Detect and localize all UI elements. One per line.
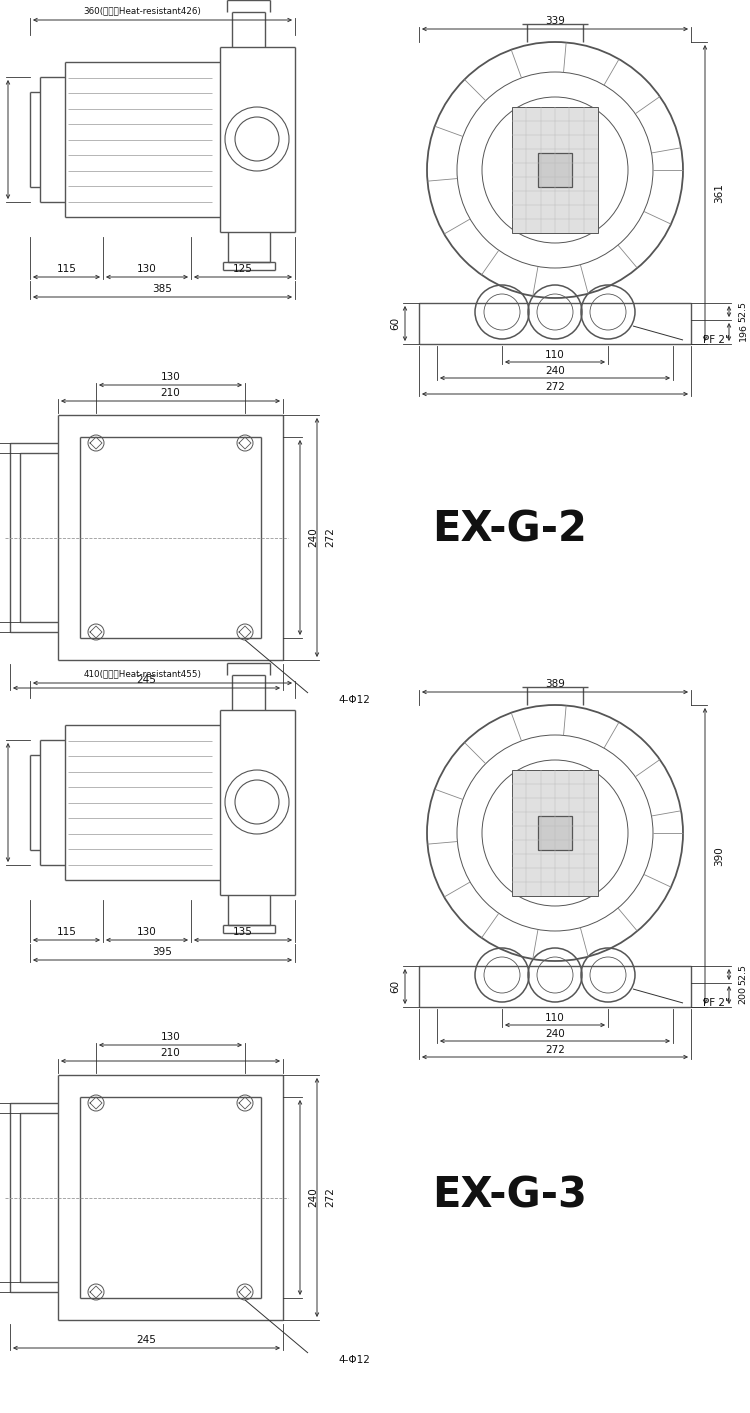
Text: 339: 339	[545, 16, 565, 25]
Text: 110: 110	[545, 1013, 565, 1023]
Text: 272: 272	[545, 382, 565, 391]
Text: 125: 125	[233, 264, 253, 274]
Text: PF 2": PF 2"	[703, 335, 730, 345]
Text: 240: 240	[308, 527, 318, 547]
Text: PF 2": PF 2"	[703, 998, 730, 1007]
Text: 240: 240	[545, 1029, 565, 1039]
Text: 361: 361	[714, 184, 724, 203]
Text: 60: 60	[390, 317, 400, 331]
Text: 389: 389	[545, 680, 565, 690]
Text: EX-G-3: EX-G-3	[433, 1174, 587, 1217]
Text: 115: 115	[56, 927, 76, 937]
Text: 4-Φ12: 4-Φ12	[338, 695, 370, 705]
Text: 410(隔熱版Heat-resistant455): 410(隔熱版Heat-resistant455)	[83, 670, 202, 678]
Text: 210: 210	[160, 389, 180, 398]
Text: 115: 115	[56, 264, 76, 274]
Bar	[538, 815, 572, 851]
Text: 210: 210	[160, 1048, 180, 1058]
Text: 272: 272	[545, 1046, 565, 1056]
Text: 385: 385	[152, 284, 172, 294]
Text: 130: 130	[160, 1031, 180, 1041]
Text: 52.5: 52.5	[739, 301, 748, 322]
Text: 390: 390	[714, 846, 724, 866]
Text: 272: 272	[325, 1187, 335, 1208]
Text: 240: 240	[308, 1187, 318, 1207]
Text: 245: 245	[136, 1335, 157, 1345]
Text: 130: 130	[137, 264, 157, 274]
Bar	[538, 153, 572, 187]
Text: 240: 240	[545, 366, 565, 376]
Text: 272: 272	[325, 527, 335, 547]
Bar	[512, 107, 598, 233]
Text: EX-G-2: EX-G-2	[433, 509, 587, 551]
Text: 4-Φ12: 4-Φ12	[338, 1355, 370, 1365]
Text: 60: 60	[390, 981, 400, 993]
Text: 130: 130	[137, 927, 157, 937]
Text: 52.5: 52.5	[739, 964, 748, 985]
Text: 245: 245	[136, 675, 157, 685]
Text: 395: 395	[152, 947, 172, 957]
Bar	[512, 770, 598, 896]
Text: 200: 200	[739, 986, 748, 1005]
Text: 196: 196	[739, 324, 748, 341]
Text: 110: 110	[545, 350, 565, 360]
Text: 130: 130	[160, 372, 180, 382]
Text: 360(隔熱版Heat-resistant426): 360(隔熱版Heat-resistant426)	[83, 7, 202, 16]
Text: 135: 135	[233, 927, 253, 937]
